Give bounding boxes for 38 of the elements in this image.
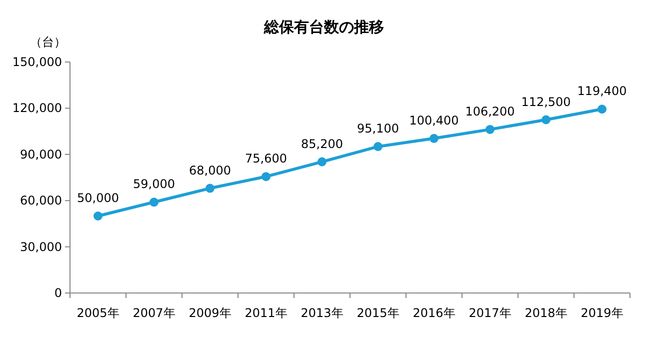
- x-tick-label: 2009年: [188, 306, 232, 320]
- data-label: 59,000: [133, 177, 175, 192]
- chart-title: 総保有台数の推移: [263, 18, 384, 36]
- point: [262, 172, 270, 182]
- data-label: 50,000: [77, 191, 119, 205]
- point: [542, 115, 550, 124]
- data-label: 112,500: [521, 94, 571, 109]
- x-tick-label: 2017年: [468, 306, 512, 320]
- point: [486, 124, 494, 134]
- x-tick-label: 2013年: [300, 306, 344, 320]
- y-tick-label: 30,000: [20, 240, 62, 254]
- y-tick-label: 150,000: [12, 55, 62, 69]
- y-tick-label: 60,000: [20, 194, 62, 208]
- data-label: 95,100: [357, 122, 399, 136]
- y-axis-title: （台）: [30, 35, 66, 49]
- data-label: 100,400: [409, 113, 459, 128]
- point: [430, 134, 438, 143]
- x-tick-label: 2018年: [524, 306, 568, 320]
- x-tick-label: 2016年: [412, 306, 456, 320]
- data-label: 106,200: [465, 104, 515, 118]
- x-tick-label: 2007年: [132, 306, 176, 320]
- point: [206, 184, 214, 193]
- data-label: 75,600: [245, 152, 287, 166]
- y-tick-label: 0: [54, 286, 62, 300]
- data-label: 85,200: [301, 136, 343, 151]
- point: [150, 198, 158, 207]
- data-label: 119,400: [577, 84, 627, 98]
- x-tick-label: 2005年: [76, 306, 120, 320]
- point: [318, 157, 326, 166]
- y-tick-label: 120,000: [12, 101, 62, 116]
- x-tick-label: 2019年: [580, 306, 624, 320]
- point: [94, 212, 102, 220]
- point: [374, 142, 382, 152]
- point: [598, 104, 606, 114]
- x-tick-label: 2015年: [356, 306, 400, 320]
- data-label: 68,000: [189, 163, 231, 178]
- x-tick-label: 2011年: [244, 306, 288, 320]
- y-tick-label: 90,000: [20, 147, 62, 162]
